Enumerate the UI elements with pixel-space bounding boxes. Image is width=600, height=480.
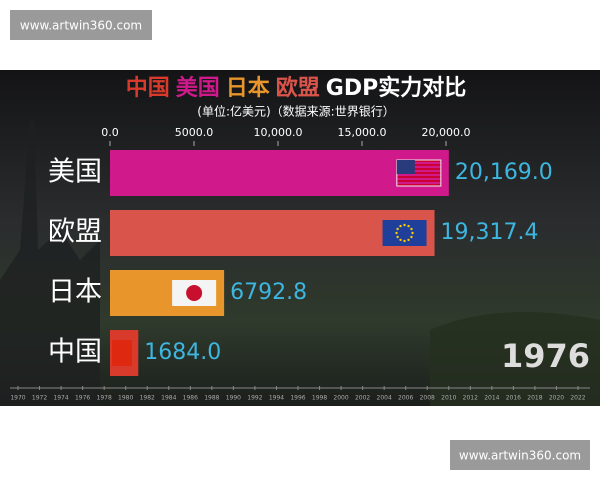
- chart-title: 中国 美国 日本 欧盟 GDP实力对比: [126, 75, 467, 101]
- timeline-label: 2012: [463, 395, 478, 402]
- x-tick-label: 5000.0: [175, 126, 214, 139]
- timeline-label: 2006: [398, 395, 413, 402]
- category-label: 日本: [48, 277, 102, 308]
- flag-star: [403, 223, 406, 227]
- flag: [172, 280, 217, 306]
- flag-stripe: [396, 172, 441, 174]
- watermark: www.artwin360.com: [20, 19, 142, 33]
- flag-star: [395, 231, 398, 235]
- flag: [382, 220, 427, 246]
- timeline-label: 1984: [161, 395, 176, 402]
- x-tick-label: 0.0: [101, 126, 119, 139]
- timeline-label: 1998: [312, 395, 327, 402]
- timeline-label: 2000: [333, 395, 348, 402]
- timeline-label: 1990: [226, 395, 241, 402]
- watermark-box: [450, 440, 590, 470]
- flag-star: [411, 231, 414, 235]
- timeline-label: 2010: [441, 395, 456, 402]
- flag-sun: [186, 285, 203, 301]
- x-tick-label: 15,000.0: [338, 126, 387, 139]
- timeline-label: 2020: [549, 395, 564, 402]
- flag-stripe: [396, 180, 441, 182]
- title-word: 欧盟: [276, 75, 320, 101]
- flag-star: [407, 238, 410, 242]
- timeline-label: 1978: [97, 395, 112, 402]
- timeline-label: 2016: [506, 395, 521, 402]
- timeline-label: 1970: [10, 395, 25, 402]
- flag-star: [396, 227, 399, 231]
- flag-stripe: [396, 176, 441, 178]
- value-label: 6792.8: [230, 280, 307, 305]
- flag-stripe: [396, 160, 441, 162]
- timeline-label: 1996: [290, 395, 305, 402]
- bar: [110, 150, 449, 196]
- chart-subtitle: (单位:亿美元)（数据来源:世界银行）: [197, 104, 394, 119]
- timeline-label: 1992: [247, 395, 262, 402]
- city-silhouette: [0, 120, 100, 406]
- timeline-label: 2002: [355, 395, 370, 402]
- flag-star: [410, 227, 413, 231]
- timeline-label: 1982: [140, 395, 155, 402]
- flag-field: [112, 340, 132, 366]
- watermark: www.artwin360.com: [459, 449, 581, 463]
- year-label: 1976: [501, 337, 590, 375]
- flag-star: [399, 238, 402, 242]
- flag-canton: [396, 160, 415, 174]
- x-tick-label: 10,000.0: [254, 126, 303, 139]
- bar: [110, 210, 435, 256]
- timeline-label: 1974: [53, 395, 68, 402]
- timeline-label: 1986: [183, 395, 198, 402]
- category-label: 中国: [48, 337, 102, 368]
- timeline-label: 2018: [527, 395, 542, 402]
- category-label: 欧盟: [48, 217, 102, 248]
- title-word: GDP实力对比: [326, 75, 466, 101]
- flag-star: [403, 239, 406, 243]
- flag-star: [399, 224, 402, 228]
- flag-stripe: [396, 164, 441, 166]
- flag-star: [396, 235, 399, 239]
- hill-silhouette: [430, 312, 600, 406]
- timeline-label: 2014: [484, 395, 499, 402]
- category-label: 美国: [48, 157, 102, 188]
- title-word: 日本: [226, 76, 270, 101]
- flag-star: [410, 235, 413, 239]
- value-label: 1684.0: [144, 340, 221, 365]
- value-label: 19,317.4: [441, 220, 539, 245]
- title-word: 中国: [126, 76, 170, 101]
- flag: [112, 340, 132, 366]
- flag-stripe: [396, 168, 441, 170]
- timeline-label: 1972: [32, 395, 47, 402]
- timeline-label: 2004: [377, 395, 392, 402]
- timeline-label: 1976: [75, 395, 90, 402]
- value-label: 20,169.0: [455, 160, 553, 185]
- timeline-label: 2022: [570, 395, 585, 402]
- flag-stripe: [396, 184, 441, 186]
- title-word: 美国: [176, 75, 220, 101]
- x-tick-label: 20,000.0: [422, 126, 471, 139]
- timeline-label: 2008: [420, 395, 435, 402]
- timeline-label: 1980: [118, 395, 133, 402]
- timeline-label: 1994: [269, 395, 284, 402]
- timeline-label: 1988: [204, 395, 219, 402]
- watermark-box: [10, 10, 152, 40]
- flag-star: [407, 224, 410, 228]
- flag: [396, 159, 442, 187]
